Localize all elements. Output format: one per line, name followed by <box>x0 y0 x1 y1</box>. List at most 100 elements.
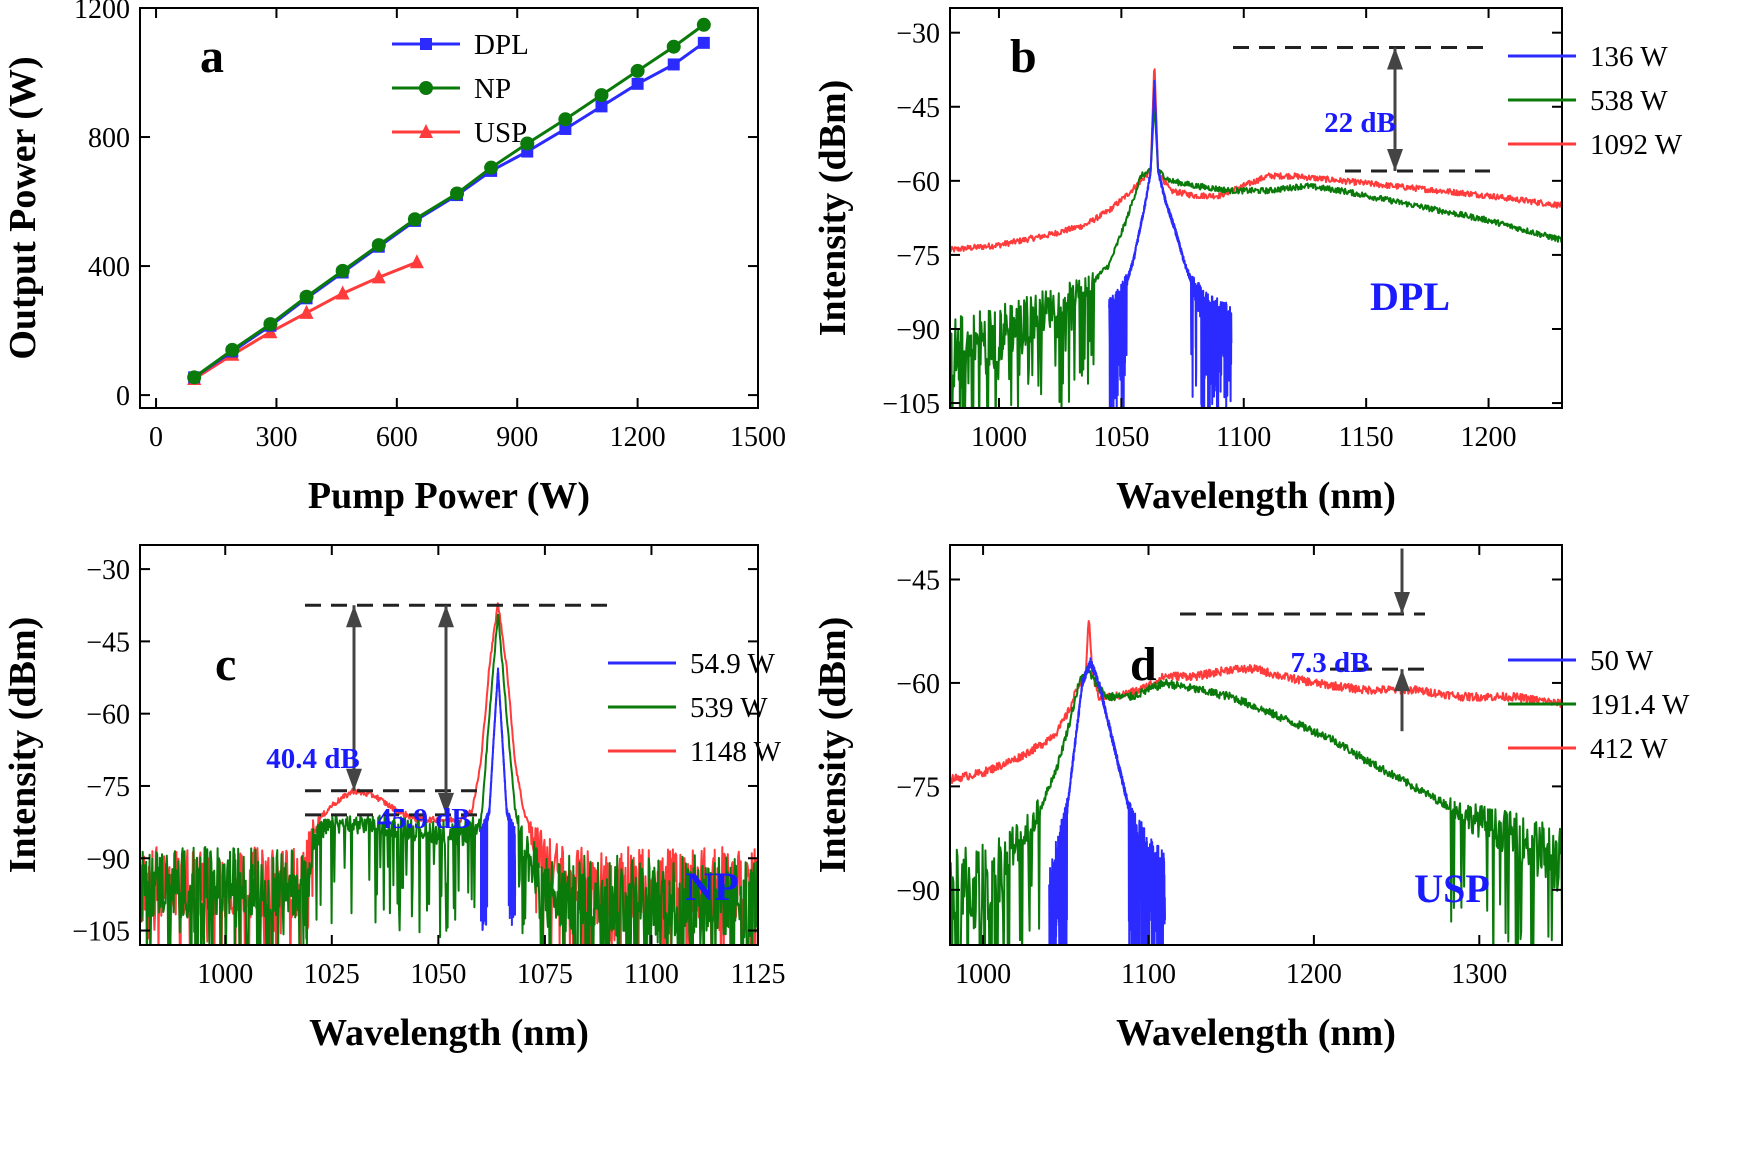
data-point <box>484 160 499 175</box>
spectrum-line <box>950 666 1562 945</box>
y-tick-label: −75 <box>896 241 940 272</box>
data-point <box>409 254 424 269</box>
series-538 W <box>950 105 1562 408</box>
y-tick-label: 0 <box>116 381 130 412</box>
legend-label: 538 W <box>1590 85 1668 117</box>
x-tick-label: 1300 <box>1451 959 1507 990</box>
data-point <box>520 136 535 151</box>
y-tick-label: −90 <box>896 876 940 907</box>
legend-label: 54.9 W <box>690 648 775 680</box>
data-point <box>558 112 573 127</box>
panel-label: b <box>1010 30 1037 83</box>
x-tick-label: 300 <box>255 422 297 453</box>
y-axis-label: Intensity (dBm) <box>812 80 854 337</box>
data-point <box>263 317 278 332</box>
legend-label: 50 W <box>1590 645 1654 677</box>
data-point <box>187 370 202 385</box>
axes-b: 1000 1050 1100 1150 1200 −105 −90 −75 −60 −45 −30 W… <box>812 7 1563 517</box>
y-tick-label: −105 <box>72 917 130 948</box>
data-point <box>595 100 608 113</box>
plot-frame <box>949 544 1563 946</box>
data-point <box>559 122 572 135</box>
data-point <box>594 88 609 103</box>
y-tick-label: 400 <box>88 252 130 283</box>
x-tick-label: 1200 <box>1461 422 1517 453</box>
x-axis-label: Wavelength (nm) <box>1116 475 1396 517</box>
x-tick-label: 1075 <box>517 959 573 990</box>
data-point <box>666 39 681 54</box>
x-axis-label: Pump Power (W) <box>308 475 590 517</box>
data-point <box>299 289 314 304</box>
y-tick-label: −75 <box>86 772 130 803</box>
legend-label: DPL <box>474 29 529 61</box>
data-point <box>299 304 314 319</box>
x-tick-label: 900 <box>496 422 538 453</box>
x-tick-label: 1000 <box>197 959 253 990</box>
x-tick-label: 1150 <box>1339 422 1394 453</box>
legend-a: DPL NP USP <box>392 29 529 149</box>
series-412 W <box>950 620 1562 785</box>
panel-label: a <box>200 30 224 83</box>
y-tick-label: −60 <box>896 167 940 198</box>
legend-label: 136 W <box>1590 41 1668 73</box>
legend-label: USP <box>474 117 527 149</box>
x-tick-label: 1000 <box>955 959 1011 990</box>
x-axis-label: Wavelength (nm) <box>1116 1012 1396 1054</box>
x-tick-label: 1025 <box>304 959 360 990</box>
spectrum-line <box>480 667 517 931</box>
x-tick-label: 1100 <box>624 959 679 990</box>
panel-label: d <box>1130 638 1157 691</box>
spectrum-line <box>1048 657 1166 945</box>
series-USP <box>187 254 424 385</box>
data-point <box>419 124 433 138</box>
legend-label: 191.4 W <box>1590 689 1690 721</box>
data-point <box>335 263 350 278</box>
data-point <box>407 212 422 227</box>
data-point <box>450 186 465 201</box>
plot-frame <box>139 7 759 409</box>
y-axis-label: Intensity (dBm) <box>2 617 44 874</box>
y-tick-label: −30 <box>86 555 130 586</box>
data-point <box>371 269 386 284</box>
legend-label: 539 W <box>690 692 768 724</box>
data-point <box>371 238 386 253</box>
x-tick-label: 1500 <box>730 422 786 453</box>
series-136 W <box>1108 79 1233 408</box>
y-tick-label: −30 <box>896 19 940 50</box>
data-point <box>419 81 433 95</box>
x-tick-label: 1100 <box>1216 422 1271 453</box>
spectrum-line <box>950 105 1562 408</box>
arrow-head <box>346 768 362 791</box>
panel-label: c <box>215 638 236 691</box>
x-tick-label: 1100 <box>1121 959 1176 990</box>
plot-frame <box>139 544 759 946</box>
y-tick-label: 1200 <box>74 0 130 25</box>
x-tick-label: 1050 <box>410 959 466 990</box>
y-tick-label: −60 <box>86 700 130 731</box>
annotation-40db: 40.4 dB <box>266 743 359 775</box>
data-point <box>420 38 432 50</box>
series-191.4 W <box>950 666 1562 945</box>
arrow-head <box>346 605 362 628</box>
y-tick-label: −105 <box>882 389 940 420</box>
arrow-head <box>1394 591 1410 614</box>
series-NP <box>187 17 711 385</box>
data-point <box>631 77 644 90</box>
y-tick-label: −90 <box>86 844 130 875</box>
y-tick-label: −45 <box>896 93 940 124</box>
legend-c: 54.9 W 539 W 1148 W <box>608 648 782 768</box>
plot-frame <box>949 7 1563 409</box>
data-point <box>697 36 710 49</box>
legend-label: 1092 W <box>1590 129 1683 161</box>
annotation-usp: USP <box>1414 866 1490 911</box>
spectrum-line <box>950 620 1562 785</box>
legend-b: 136 W 538 W 1092 W <box>1508 41 1683 161</box>
y-tick-label: −45 <box>896 565 940 596</box>
spectrum-line <box>950 68 1562 253</box>
annotation-45db: 45.9 dB <box>377 803 470 835</box>
spectrum-line <box>140 613 758 945</box>
data-point <box>225 342 240 357</box>
data-point <box>667 58 680 71</box>
annotation-7db: 7.3 dB <box>1291 647 1370 679</box>
